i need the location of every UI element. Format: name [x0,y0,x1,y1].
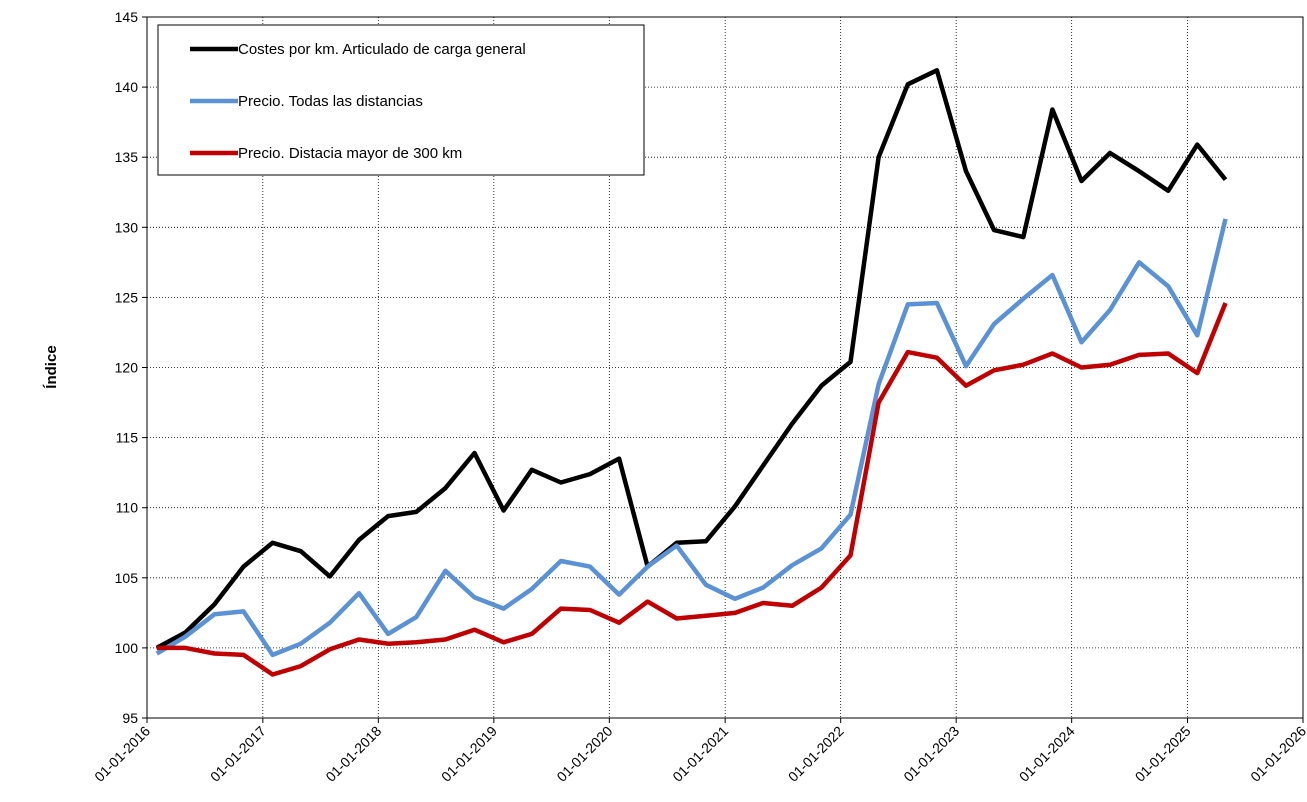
legend-label: Precio. Distacia mayor de 300 km [238,145,462,162]
legend-box [157,24,645,176]
legend-label: Costes por km. Articulado de carga gener… [238,41,526,58]
x-tick-label: 01-01-2026 [1247,723,1307,785]
x-tick-label: 01-01-2021 [669,723,731,785]
y-tick-label: 110 [116,500,139,516]
y-tick-label: 95 [122,710,138,726]
y-tick-label: 135 [115,149,139,165]
x-tick-label: 01-01-2020 [553,723,615,785]
x-tick-label: 01-01-2019 [438,723,500,785]
x-tick-label: 01-01-2023 [900,723,962,785]
y-tick-label: 105 [115,570,139,586]
x-tick-label: 01-01-2025 [1132,723,1194,785]
y-tick-label: 100 [115,640,139,656]
y-tick-label: 145 [115,9,139,25]
y-tick-label: 125 [115,289,139,305]
series-line [155,218,1228,658]
x-tick-label: 01-01-2022 [785,723,847,785]
y-axis-label: Índice [43,345,60,388]
series-line [156,302,1228,677]
y-tick-label: 115 [116,430,139,446]
x-tick-label: 01-01-2017 [207,723,269,785]
y-tick-label: 130 [115,219,139,235]
plot-frame [146,16,1304,719]
x-tick-label: 01-01-2024 [1016,723,1078,785]
y-tick-label: 120 [115,360,139,376]
x-tick-label: 01-01-2018 [322,723,384,785]
legend: Costes por km. Articulado de carga gener… [157,24,645,176]
x-tick-label: 01-01-2016 [91,723,153,785]
legend-label: Precio. Todas las distancias [238,93,423,110]
series-line [155,68,1228,650]
y-tick-label: 140 [115,79,139,95]
